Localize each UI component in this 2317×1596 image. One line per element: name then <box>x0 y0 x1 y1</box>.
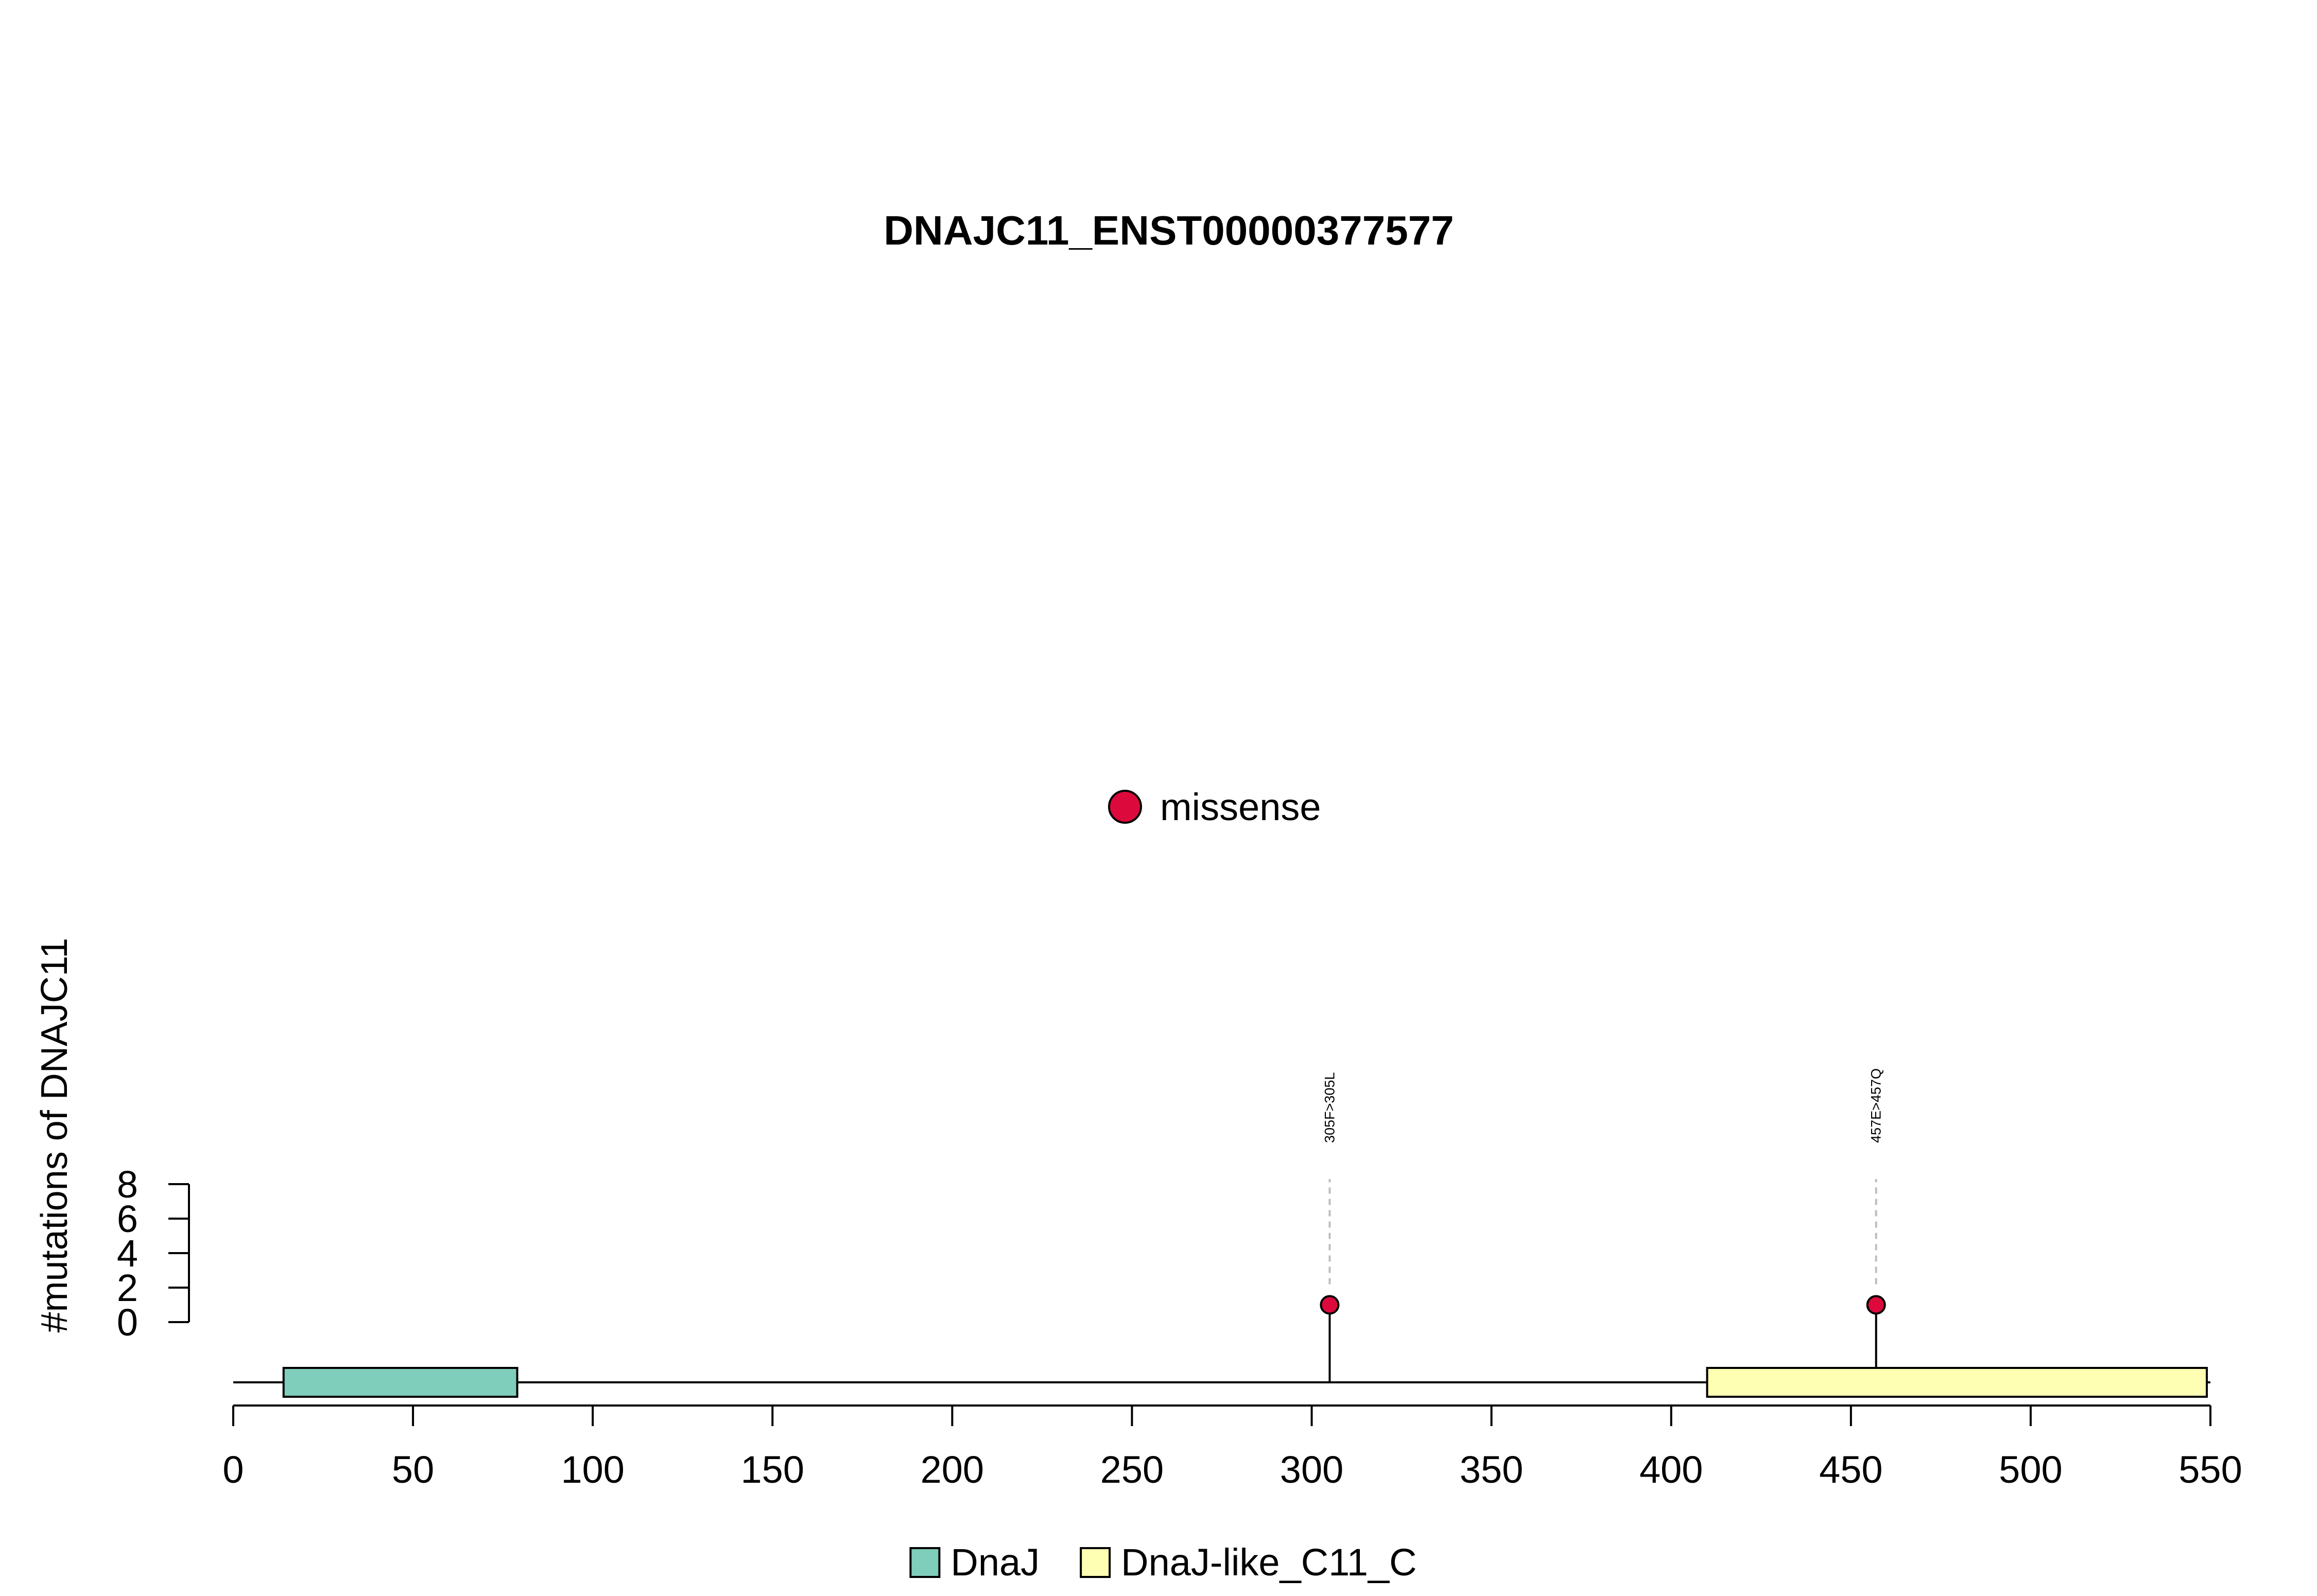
mutation-point-457 <box>1866 1295 1886 1315</box>
x-tick-label-100: 100 <box>561 1448 624 1491</box>
mutation-label-305: 305F>305L <box>1322 1072 1337 1143</box>
domain-legend: DnaJ DnaJ-like_C11_C <box>909 1541 1417 1584</box>
x-tick-label-250: 250 <box>1100 1448 1164 1491</box>
y-tick-label-6: 6 <box>117 1198 138 1240</box>
x-tick-label-300: 300 <box>1280 1448 1343 1491</box>
legend-marker-missense <box>1108 790 1142 824</box>
y-tick-label-2: 2 <box>117 1267 138 1309</box>
x-tick-label-200: 200 <box>921 1448 984 1491</box>
x-tick-label-0: 0 <box>222 1448 244 1491</box>
mutation-stems <box>1328 1179 1877 1382</box>
x-tick-label-150: 150 <box>741 1448 804 1491</box>
x-tick-label-50: 50 <box>392 1448 434 1491</box>
domain-box-DnaJ-like_C11_C <box>1706 1367 2208 1398</box>
y-tick-label-4: 4 <box>117 1232 138 1275</box>
chart-title: DNAJC11_ENST00000377577 <box>884 207 1454 253</box>
domain-box-DnaJ <box>282 1367 518 1398</box>
mutation-label-457: 457E>457Q <box>1869 1068 1884 1143</box>
x-tick-label-550: 550 <box>2178 1448 2242 1491</box>
y-tick-label-8: 8 <box>117 1163 138 1206</box>
x-tick-label-400: 400 <box>1639 1448 1703 1491</box>
domain-legend-swatch-DnaJ-like_C11_C <box>1080 1547 1111 1578</box>
x-tick-label-450: 450 <box>1819 1448 1882 1491</box>
mutation-legend: missense <box>1108 786 1321 828</box>
y-tick-label-0: 0 <box>117 1301 138 1344</box>
y-axis-label: #mutations of DNAJC11 <box>34 938 75 1332</box>
mutation-point-305 <box>1320 1295 1340 1315</box>
mutation-lollipops: 305F>305L 457E>457Q <box>1320 1068 1886 1315</box>
legend-label-missense: missense <box>1160 786 1321 828</box>
x-tick-label-500: 500 <box>1999 1448 2062 1491</box>
domain-legend-label-DnaJ: DnaJ <box>950 1541 1040 1584</box>
x-tick-label-350: 350 <box>1460 1448 1523 1491</box>
domain-legend-label-DnaJ-like_C11_C: DnaJ-like_C11_C <box>1121 1541 1416 1584</box>
x-axis: 0 50 100 150 200 250 300 350 400 450 500 550 <box>222 1404 2242 1491</box>
domain-boxes <box>282 1367 2208 1398</box>
domain-legend-swatch-DnaJ <box>909 1547 941 1578</box>
